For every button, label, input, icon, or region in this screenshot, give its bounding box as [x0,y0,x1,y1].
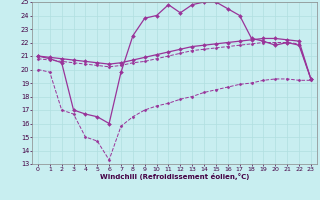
X-axis label: Windchill (Refroidissement éolien,°C): Windchill (Refroidissement éolien,°C) [100,173,249,180]
